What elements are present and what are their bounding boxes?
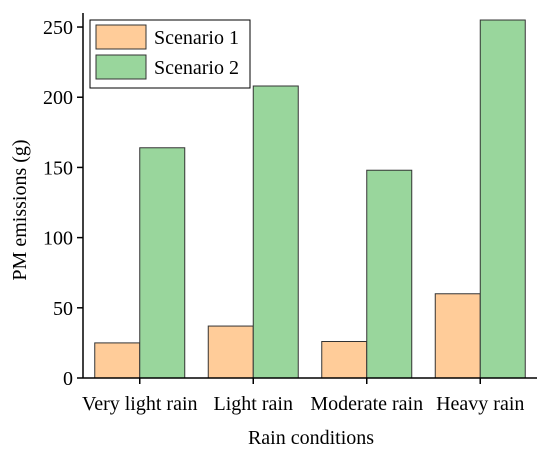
legend-label-2: Scenario 2 — [154, 57, 239, 79]
bar-2-4 — [479, 19, 526, 379]
x-tick-label-4: Heavy rain — [436, 393, 524, 415]
y-tick-label-150: 150 — [43, 157, 73, 179]
bar-2-1 — [139, 147, 186, 379]
legend: Scenario 1 Scenario 2 — [89, 19, 251, 89]
bars-layer — [94, 19, 526, 379]
x-axis-title: Rain conditions — [248, 427, 374, 449]
y-tick-label-200: 200 — [43, 87, 73, 109]
x-tick-label-2: Light rain — [214, 393, 293, 415]
bar-2-2 — [252, 85, 299, 379]
y-tick-label-100: 100 — [43, 228, 73, 250]
y-tick-label-50: 50 — [53, 298, 73, 320]
bar-2-3 — [366, 169, 413, 379]
legend-label-1: Scenario 1 — [154, 27, 239, 49]
ticks-layer: 0 50 100 150 200 250 Very light rain Light rain… — [43, 17, 524, 415]
bar-1-3 — [321, 341, 368, 379]
y-tick-label-250: 250 — [43, 17, 73, 39]
y-axis-title: PM emissions (g) — [9, 139, 31, 280]
bar-1-4 — [434, 293, 481, 379]
legend-swatch-1 — [95, 24, 147, 50]
y-tick-label-0: 0 — [63, 368, 73, 390]
legend-swatch-2 — [95, 54, 147, 80]
bar-1-2 — [207, 325, 254, 379]
x-tick-label-1: Very light rain — [82, 393, 198, 415]
axes-layer — [82, 13, 537, 379]
bar-1-1 — [94, 342, 141, 379]
x-tick-label-3: Moderate rain — [310, 393, 423, 415]
